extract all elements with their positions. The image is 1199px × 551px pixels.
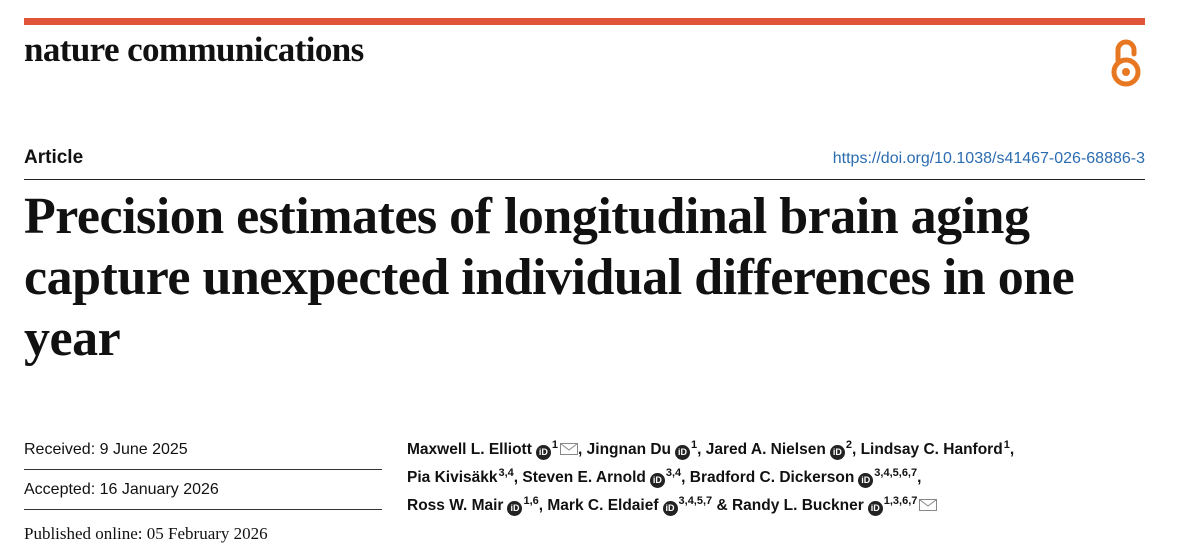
author-separator: , <box>851 441 861 458</box>
article-title: Precision estimates of longitudinal brai… <box>24 188 1075 367</box>
email-icon[interactable] <box>560 443 579 455</box>
author[interactable]: Steven E. Arnold iD3,4 <box>522 467 682 488</box>
affiliation-marker: 3,4,5,7 <box>678 495 713 507</box>
orcid-icon[interactable]: iD <box>829 445 845 460</box>
affiliation-marker: 1 <box>691 439 698 451</box>
author-name[interactable]: Jared A. Nielsen <box>705 441 826 458</box>
author-list: Maxwell L. Elliott iD1, Jingnan Du iD1, Ja… <box>407 436 1152 520</box>
orcid-icon[interactable]: iD <box>649 473 665 488</box>
author-separator: , <box>917 469 922 486</box>
author[interactable]: Pia Kivisäkk3,4 <box>407 467 514 487</box>
received-date: Received: 9 June 2025 <box>24 430 382 470</box>
author-separator: , <box>1009 441 1015 458</box>
author[interactable]: Randy L. Buckner iD1,3,6,7 <box>731 495 938 516</box>
affiliation-marker: 2 <box>845 439 852 451</box>
author-name[interactable]: Bradford C. Dickerson <box>689 469 855 486</box>
affiliation-marker: 1 <box>1003 439 1010 451</box>
open-access-icon <box>1111 39 1141 87</box>
author-separator: , <box>681 469 690 486</box>
orcid-icon[interactable]: iD <box>867 501 883 516</box>
author-name[interactable]: Randy L. Buckner <box>731 497 864 514</box>
author[interactable]: Mark C. Eldaief iD3,4,5,7 <box>547 495 713 516</box>
header-divider <box>24 179 1145 180</box>
affiliation-marker: 1,3,6,7 <box>883 495 918 507</box>
author-name[interactable]: Mark C. Eldaief <box>547 497 659 514</box>
author-name[interactable]: Lindsay C. Hanford <box>860 441 1003 458</box>
author-separator: , <box>697 441 706 458</box>
email-icon[interactable] <box>919 499 938 511</box>
affiliation-marker: 3,4 <box>665 467 682 479</box>
author-name[interactable]: Steven E. Arnold <box>522 469 646 486</box>
author[interactable]: Maxwell L. Elliott iD1 <box>407 439 579 460</box>
article-dates: Received: 9 June 2025 Accepted: 16 Janua… <box>24 430 382 510</box>
author-separator: , <box>513 469 523 486</box>
journal-accent-bar <box>24 18 1145 25</box>
affiliation-marker: 3,4,5,6,7 <box>874 467 918 479</box>
author-name[interactable]: Maxwell L. Elliott <box>407 441 532 458</box>
author-name[interactable]: Pia Kivisäkk <box>407 469 498 486</box>
orcid-icon[interactable]: iD <box>535 445 551 460</box>
accepted-date: Accepted: 16 January 2026 <box>24 470 382 510</box>
affiliation-marker: 1 <box>551 439 559 451</box>
author-name[interactable]: Jingnan Du <box>586 441 672 458</box>
author[interactable]: Jingnan Du iD1 <box>586 439 698 460</box>
author-separator: & <box>712 497 732 514</box>
published-date: Published online: 05 February 2026 <box>24 524 268 543</box>
author-separator: , <box>578 441 587 458</box>
author-name[interactable]: Ross W. Mair <box>407 497 504 514</box>
author-separator: , <box>538 497 548 514</box>
orcid-icon[interactable]: iD <box>675 445 691 460</box>
affiliation-marker: 3,4 <box>498 467 514 479</box>
author-line: Pia Kivisäkk3,4, Steven E. Arnold iD3,4, … <box>407 464 1152 492</box>
journal-name[interactable]: nature communications <box>24 30 364 69</box>
affiliation-marker: 1,6 <box>523 495 539 507</box>
author-line: Ross W. Mair iD1,6, Mark C. Eldaief iD3,4,… <box>407 492 1152 520</box>
author[interactable]: Jared A. Nielsen iD2 <box>705 439 852 460</box>
doi-link[interactable]: https://doi.org/10.1038/s41467-026-68886… <box>832 150 1145 167</box>
author[interactable]: Ross W. Mair iD1,6 <box>407 495 539 516</box>
author-line: Maxwell L. Elliott iD1, Jingnan Du iD1, Ja… <box>407 436 1152 464</box>
orcid-icon[interactable]: iD <box>662 501 678 516</box>
article-type: Article <box>24 147 84 168</box>
author[interactable]: Bradford C. Dickerson iD3,4,5,6,7 <box>689 467 918 488</box>
author[interactable]: Lindsay C. Hanford1 <box>860 439 1010 459</box>
orcid-icon[interactable]: iD <box>858 473 874 488</box>
orcid-icon[interactable]: iD <box>507 501 523 516</box>
